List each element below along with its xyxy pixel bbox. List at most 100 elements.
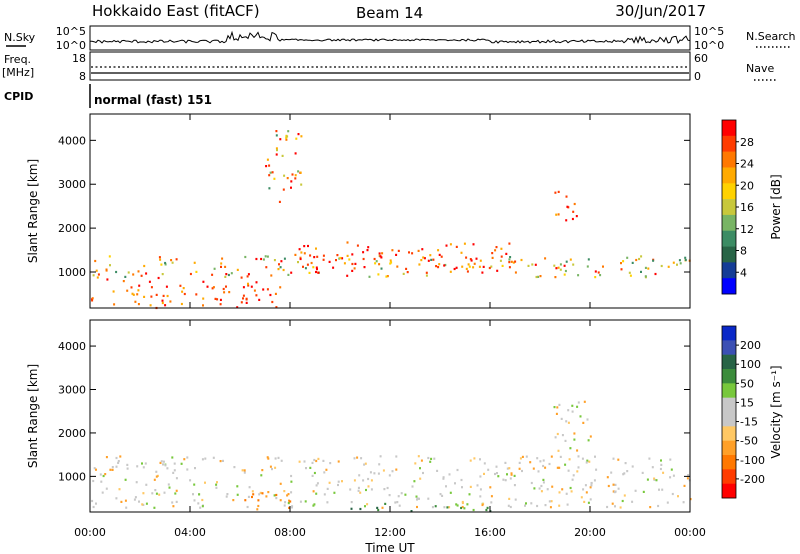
echo-point [212, 456, 215, 459]
nsky-tick-bottom: 10^0 [56, 39, 86, 52]
echo-point [553, 264, 556, 267]
echo-point [684, 258, 687, 262]
echo-point [440, 255, 443, 258]
echo-point [155, 470, 158, 473]
echo-point [416, 505, 418, 509]
power-colorbar: 28 24 20 16 12 8 4 [721, 119, 754, 295]
echo-point [341, 480, 343, 483]
echo-point [290, 180, 293, 183]
echo-point [100, 480, 103, 483]
echo-point [367, 485, 370, 488]
echo-point [271, 171, 274, 174]
echo-point [172, 471, 175, 474]
echo-point [614, 505, 616, 508]
echo-point [290, 271, 293, 274]
echo-point [502, 478, 505, 481]
echo-point [105, 487, 108, 490]
echo-point [443, 506, 446, 509]
echo-point [166, 467, 169, 470]
echo-point [244, 255, 247, 259]
echo-point [521, 455, 524, 458]
echo-point [389, 259, 392, 262]
colorbar-tick-label: 50 [740, 377, 754, 390]
echo-point [577, 455, 580, 458]
colorbar-segment [722, 455, 736, 470]
echo-point [108, 255, 111, 258]
echo-point [564, 269, 567, 273]
echo-point [689, 498, 692, 501]
echo-point [559, 268, 562, 271]
echo-point [266, 456, 269, 459]
echo-point [599, 274, 602, 277]
echo-point [183, 458, 186, 461]
echo-point [500, 255, 503, 258]
echo-point [467, 263, 470, 266]
echo-point [115, 456, 118, 460]
echo-point [140, 274, 143, 277]
echo-point [322, 254, 325, 257]
echo-point [415, 495, 418, 498]
echo-point [570, 490, 573, 493]
echo-point [496, 269, 499, 272]
echo-point [686, 477, 689, 480]
echo-point [584, 484, 587, 487]
echo-point [316, 268, 318, 271]
echo-point [530, 502, 533, 505]
echo-point [250, 285, 253, 288]
echo-point [171, 261, 174, 264]
echo-point [573, 202, 576, 206]
echo-point [473, 457, 476, 460]
echo-point [175, 477, 178, 480]
echo-point [610, 471, 613, 474]
echo-point [255, 257, 258, 261]
echo-point [566, 503, 569, 506]
echo-point [554, 191, 557, 194]
echo-point [397, 249, 400, 252]
echo-point [472, 508, 475, 512]
echo-point [649, 506, 652, 509]
echo-point [236, 268, 239, 271]
echo-point [454, 482, 456, 485]
echo-point [144, 462, 147, 465]
echo-point [506, 467, 509, 470]
echo-point [310, 261, 313, 265]
echo-point [373, 472, 376, 475]
echo-point [419, 477, 422, 480]
echo-point [397, 495, 400, 498]
echo-point [529, 461, 532, 464]
echo-point [204, 457, 207, 460]
echo-point [367, 246, 370, 249]
echo-point [495, 465, 498, 468]
colorbar-segment [722, 151, 736, 168]
echo-point [304, 267, 307, 270]
echo-point [504, 461, 507, 464]
x-tick-label: 04:00 [174, 526, 206, 539]
echo-point [137, 303, 140, 306]
echo-point [136, 465, 139, 468]
echo-point [427, 259, 430, 262]
echo-point [533, 487, 536, 490]
echo-point [593, 479, 596, 482]
echo-point [678, 259, 681, 262]
echo-point [442, 477, 445, 480]
echo-point [449, 243, 452, 246]
echo-point [181, 290, 184, 293]
echo-point [359, 491, 362, 494]
echo-point [679, 262, 682, 265]
echo-point [204, 481, 206, 484]
echo-point [655, 479, 658, 482]
echo-point [623, 472, 626, 475]
echo-point [431, 506, 434, 509]
echo-point [164, 263, 167, 266]
velocity-y-axis-label: Slant Range [km] [26, 364, 40, 468]
echo-point [149, 304, 152, 307]
echo-point [96, 276, 99, 279]
echo-point [657, 504, 660, 508]
echo-point [560, 417, 563, 420]
echo-point [297, 170, 300, 173]
echo-point [587, 439, 590, 442]
echo-point [473, 262, 476, 265]
echo-point [550, 500, 553, 503]
echo-point [164, 464, 167, 467]
echo-point [469, 485, 472, 488]
